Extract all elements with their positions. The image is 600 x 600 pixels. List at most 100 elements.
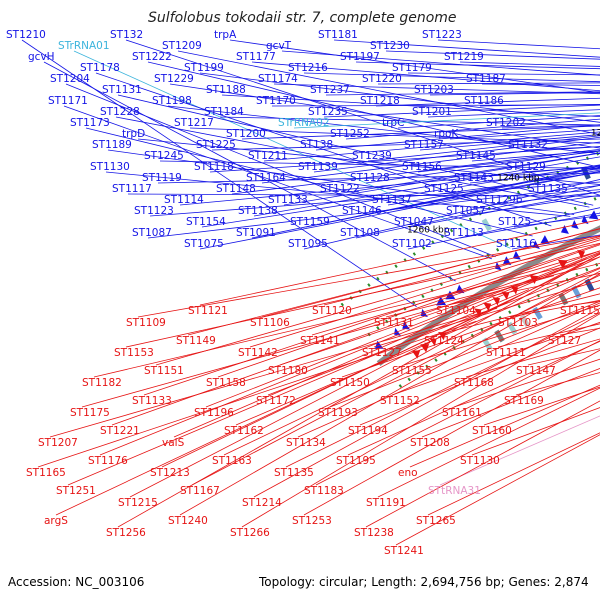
label-connector (155, 237, 600, 366)
forward-gene-label: ST1129b (476, 194, 523, 206)
label-connector (303, 72, 600, 83)
reverse-gene-label: ST1162 (224, 425, 264, 437)
reverse-gene-label: ST1149 (176, 335, 216, 347)
forward-gene-label: ST1128 (350, 172, 390, 184)
forward-gene-arrow (588, 210, 599, 220)
label-connector (217, 244, 600, 378)
forward-gene-label: ST1102 (392, 238, 432, 250)
forward-gene-label: ST1228 (100, 106, 140, 118)
label-connector (315, 124, 600, 151)
label-connector (367, 135, 600, 162)
forward-gene-label: ST1186 (464, 95, 504, 107)
label-connector (313, 136, 600, 173)
forward-gene-label: ST1217 (174, 117, 214, 129)
forward-gene-label: ST1211 (248, 150, 288, 162)
forward-gene-label: ST1146 (342, 205, 382, 217)
label-connector (315, 340, 600, 486)
forward-gene-label: trpA (214, 29, 237, 41)
label-connector (137, 235, 600, 318)
forward-gene-label: ST1125 (424, 183, 464, 195)
reverse-gene-label: STtRNA31 (428, 485, 481, 497)
forward-gene-label: ST1198 (152, 95, 192, 107)
label-connector (201, 164, 600, 228)
label-connector (303, 349, 600, 516)
reverse-gene-label: ST1208 (410, 437, 450, 449)
forward-gene-label: ST1223 (422, 29, 462, 41)
forward-gene-label: ST1157 (404, 139, 444, 151)
forward-gene-label: trpD (122, 128, 145, 140)
feature-block (519, 314, 531, 328)
reverse-gene-label: ST1153 (114, 347, 154, 359)
label-connector (261, 141, 600, 184)
forward-gene-label: ST1219 (444, 51, 484, 63)
label-connector (251, 61, 600, 92)
label-connector (279, 256, 600, 366)
forward-gene-label: ST1237 (310, 84, 350, 96)
forward-gene-label: ST1114 (164, 194, 204, 206)
label-connector (403, 304, 600, 366)
reverse-gene-label: ST1256 (106, 527, 146, 539)
label-connector (397, 115, 600, 129)
forward-gene-label: ST1119 (142, 172, 182, 184)
forward-gene-label: ST1184 (204, 106, 244, 118)
forward-gene-label: ST1200 (226, 128, 266, 140)
forward-gene-label: ST125 (498, 216, 531, 228)
label-connector (235, 268, 600, 426)
forward-gene-label: ST1075 (184, 238, 224, 250)
forward-gene-label: ST1139 (298, 161, 338, 173)
reverse-gene-label: ST1155 (392, 365, 432, 377)
reverse-gene-label: ST1109 (126, 317, 166, 329)
label-connector (63, 105, 493, 260)
forward-gene-label: ST1225 (196, 139, 236, 151)
reverse-gene-label: ST1111 (486, 347, 526, 359)
label-connector (179, 165, 600, 206)
reverse-gene-label: ST1182 (82, 377, 122, 389)
reverse-gene-label: ST1180 (268, 365, 308, 377)
genome-summary: Topology: circular; Length: 2,694,756 bp… (258, 575, 589, 589)
forward-gene-label: ST1108 (340, 227, 380, 239)
label-connector (173, 252, 600, 438)
forward-gene-label: ST1133 (268, 194, 308, 206)
label-connector (409, 384, 600, 468)
label-connector (447, 272, 600, 306)
forward-gene-label: ST1118 (194, 161, 234, 173)
forward-gene-label: ST1159 (290, 216, 330, 228)
forward-gene-label: ST1137 (372, 194, 412, 206)
label-connector (157, 172, 600, 184)
label-connector (241, 313, 600, 528)
label-connector (407, 72, 600, 76)
label-connector (417, 150, 600, 173)
label-connector (421, 367, 600, 438)
label-connector (49, 307, 498, 438)
accession-text: Accession: NC_003106 (8, 575, 144, 589)
forward-gene-label: ST1216 (288, 62, 328, 74)
reverse-gene-label: ST1127 (362, 347, 402, 359)
label-connector (357, 170, 600, 217)
reverse-gene-label: ST1130 (460, 455, 500, 467)
reverse-gene-label: argS (44, 515, 68, 527)
forward-gene-label: ST1117 (112, 183, 152, 195)
forward-gene-label: rpoK (434, 128, 459, 140)
forward-gene-label: ST1229 (154, 73, 194, 85)
reverse-gene-label: ST1207 (38, 437, 78, 449)
reverse-gene-label: ST1158 (206, 377, 246, 389)
label-connector (375, 97, 600, 107)
label-connector (273, 83, 600, 95)
forward-gene-label: ST1171 (48, 95, 88, 107)
label-connector (231, 148, 600, 195)
reverse-gene-label: ST1161 (442, 407, 482, 419)
label-connector (377, 387, 600, 498)
forward-gene-label: ST1174 (258, 73, 298, 85)
label-connector (437, 39, 600, 50)
label-connector (263, 131, 600, 162)
forward-gene-arrow (494, 261, 502, 271)
reverse-gene-label: ST1104 (436, 305, 476, 317)
forward-gene-label: ST1239 (352, 150, 392, 162)
label-connector (125, 242, 600, 348)
forward-gene-label: ST1145 (456, 150, 496, 162)
reverse-gene-label: ST1141 (300, 335, 340, 347)
forward-gene-label: ST1210 (6, 29, 46, 41)
forward-gene-arrow (560, 224, 569, 234)
label-connector (117, 253, 600, 528)
label-connector (219, 116, 600, 126)
